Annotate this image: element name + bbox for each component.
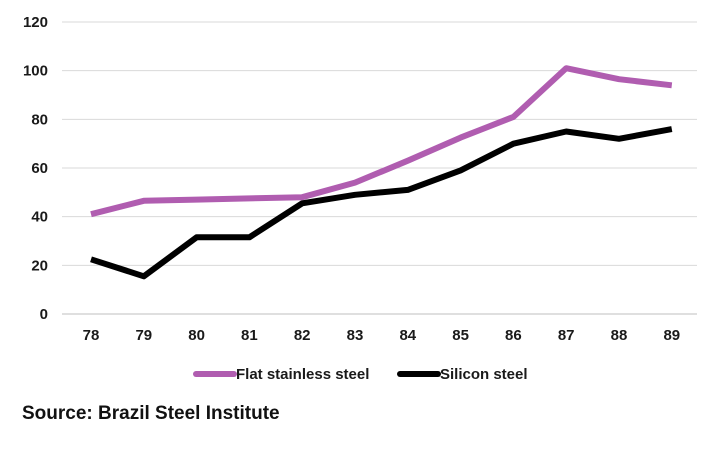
gridlines xyxy=(62,21,697,266)
series-line-silicon-steel xyxy=(90,126,673,280)
x-tick-label-88: 88 xyxy=(611,327,628,344)
x-tick-label-85: 85 xyxy=(452,327,469,344)
y-tick-label-120: 120 xyxy=(23,14,48,31)
y-tick-label-60: 60 xyxy=(31,160,48,177)
x-tick-label-78: 78 xyxy=(83,327,100,344)
y-tick-label-100: 100 xyxy=(23,63,48,80)
y-tick-label-40: 40 xyxy=(31,209,48,226)
x-tick-label-86: 86 xyxy=(505,327,522,344)
x-tick-label-82: 82 xyxy=(294,327,311,344)
series-line-flat-stainless-steel xyxy=(90,65,673,218)
legend-label-silicon-steel: Silicon steel xyxy=(440,366,528,383)
tick-labels: 0 20 40 60 80 100 120 78 79 80 81 82 83 84 85 86 87 88 89 xyxy=(23,14,680,344)
source-note: Source: Brazil Steel Institute xyxy=(22,403,280,424)
x-tick-label-89: 89 xyxy=(663,327,680,344)
x-tick-label-83: 83 xyxy=(347,327,364,344)
y-tick-label-20: 20 xyxy=(31,257,48,274)
legend-label-flat-stainless-steel: Flat stainless steel xyxy=(236,366,369,383)
x-tick-label-87: 87 xyxy=(558,327,575,344)
x-tick-label-79: 79 xyxy=(135,327,152,344)
y-tick-label-0: 0 xyxy=(40,306,48,323)
y-tick-label-80: 80 xyxy=(31,111,48,128)
series-lines xyxy=(90,65,673,280)
legend: Flat stainless steel Silicon steel xyxy=(193,366,528,383)
x-tick-label-84: 84 xyxy=(399,327,416,344)
x-tick-label-80: 80 xyxy=(188,327,205,344)
x-tick-label-81: 81 xyxy=(241,327,258,344)
